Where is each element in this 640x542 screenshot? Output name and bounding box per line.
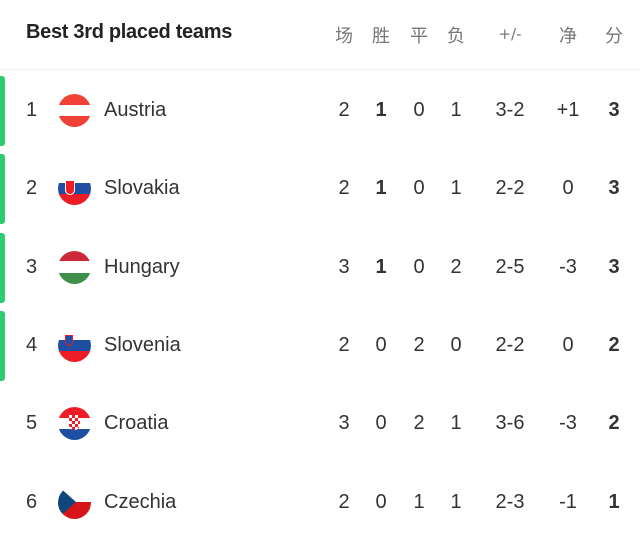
cell-pts: 3 bbox=[608, 177, 620, 200]
cell-p: 2 bbox=[338, 177, 350, 200]
cell-l: 1 bbox=[450, 99, 462, 121]
table-row[interactable]: 6 Czechia 2 0 1 1 2-3 -1 1 bbox=[0, 464, 640, 542]
cell-gd: 0 bbox=[562, 177, 574, 200]
cell-gd: 0 bbox=[562, 333, 574, 356]
col-lost: 负 bbox=[447, 26, 465, 47]
cell-w: 0 bbox=[375, 490, 387, 513]
cell-pts: 2 bbox=[608, 333, 620, 356]
cell-p: 3 bbox=[338, 255, 350, 278]
cell-p: 3 bbox=[338, 412, 350, 435]
cell-p: 2 bbox=[338, 490, 350, 513]
table-row[interactable]: 4 Slovenia 2 0 2 0 2-2 0 2 bbox=[0, 307, 640, 385]
cell-w: 0 bbox=[375, 412, 387, 435]
cell-pts: 1 bbox=[608, 490, 620, 513]
qualified-indicator bbox=[0, 232, 5, 303]
rank: 1 bbox=[26, 99, 38, 121]
team-name[interactable]: Czechia bbox=[104, 490, 177, 513]
qualified-indicator bbox=[0, 76, 5, 146]
slovenia-flag-icon bbox=[58, 328, 91, 362]
cell-d: 0 bbox=[413, 255, 425, 278]
col-drawn: 平 bbox=[410, 26, 428, 47]
col-goal-diff: 净 bbox=[559, 26, 577, 47]
cell-d: 1 bbox=[413, 490, 425, 513]
team-name[interactable]: Hungary bbox=[104, 255, 180, 278]
rank: 5 bbox=[26, 412, 38, 435]
czechia-flag-icon bbox=[58, 485, 91, 519]
col-points: 分 bbox=[605, 26, 623, 47]
cell-gd: +1 bbox=[556, 99, 580, 121]
col-played: 场 bbox=[335, 26, 353, 47]
team-name[interactable]: Slovakia bbox=[104, 177, 180, 200]
cell-gd: -1 bbox=[559, 490, 577, 513]
cell-w: 0 bbox=[375, 333, 387, 356]
cell-gd: -3 bbox=[559, 412, 577, 435]
table-row[interactable]: 2 Slovakia 2 1 0 1 2-2 0 3 bbox=[0, 150, 640, 228]
table-title: Best 3rd placed teams bbox=[26, 21, 233, 43]
cell-d: 0 bbox=[413, 177, 425, 200]
cell-l: 1 bbox=[450, 177, 462, 200]
cell-w: 1 bbox=[375, 99, 387, 121]
cell-goals: 2-3 bbox=[495, 490, 525, 513]
austria-flag-icon bbox=[58, 94, 91, 127]
croatia-flag-icon bbox=[58, 407, 91, 441]
table-header: Best 3rd placed teams 场 胜 平 负 +/- 净 分 bbox=[0, 0, 640, 70]
col-won: 胜 bbox=[372, 26, 390, 47]
table-row[interactable]: 3 Hungary 3 1 0 2 2-5 -3 3 bbox=[0, 229, 640, 307]
table-row[interactable]: 5 Croatia 3 0 2 1 3-6 -3 2 bbox=[0, 385, 640, 463]
cell-l: 1 bbox=[450, 412, 462, 435]
cell-goals: 2-5 bbox=[495, 255, 525, 278]
hungary-flag-icon bbox=[58, 250, 91, 284]
cell-pts: 3 bbox=[608, 99, 620, 121]
slovakia-flag-icon bbox=[58, 172, 91, 206]
team-name[interactable]: Slovenia bbox=[104, 333, 181, 356]
cell-goals: 2-2 bbox=[495, 333, 525, 356]
table-row[interactable]: 1 Austria 2 1 0 1 3-2 +1 3 bbox=[0, 72, 640, 150]
cell-gd: -3 bbox=[559, 255, 577, 278]
team-name[interactable]: Austria bbox=[104, 99, 167, 121]
cell-w: 1 bbox=[375, 177, 387, 200]
rank: 4 bbox=[26, 333, 38, 356]
cell-goals: 2-2 bbox=[495, 177, 525, 200]
rank: 3 bbox=[26, 255, 38, 278]
rank: 2 bbox=[26, 177, 38, 200]
cell-p: 2 bbox=[338, 99, 350, 121]
cell-l: 2 bbox=[450, 255, 462, 278]
col-goals: +/- bbox=[498, 25, 522, 43]
cell-l: 0 bbox=[450, 333, 462, 356]
qualified-indicator bbox=[0, 154, 5, 225]
cell-d: 2 bbox=[413, 412, 425, 435]
cell-l: 1 bbox=[450, 490, 462, 513]
cell-w: 1 bbox=[375, 255, 387, 278]
cell-goals: 3-6 bbox=[495, 412, 525, 435]
cell-p: 2 bbox=[338, 333, 350, 356]
cell-d: 2 bbox=[413, 333, 425, 356]
qualified-indicator bbox=[0, 310, 5, 381]
cell-d: 0 bbox=[413, 99, 425, 121]
rank: 6 bbox=[26, 490, 38, 513]
team-name[interactable]: Croatia bbox=[104, 412, 169, 435]
cell-pts: 2 bbox=[608, 412, 620, 435]
cell-goals: 3-2 bbox=[495, 99, 525, 121]
cell-pts: 3 bbox=[608, 255, 620, 278]
